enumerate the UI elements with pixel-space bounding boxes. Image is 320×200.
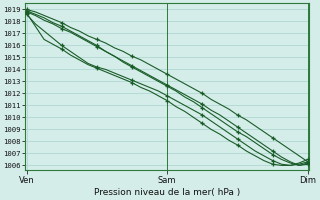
X-axis label: Pression niveau de la mer( hPa ): Pression niveau de la mer( hPa ) <box>94 188 240 197</box>
